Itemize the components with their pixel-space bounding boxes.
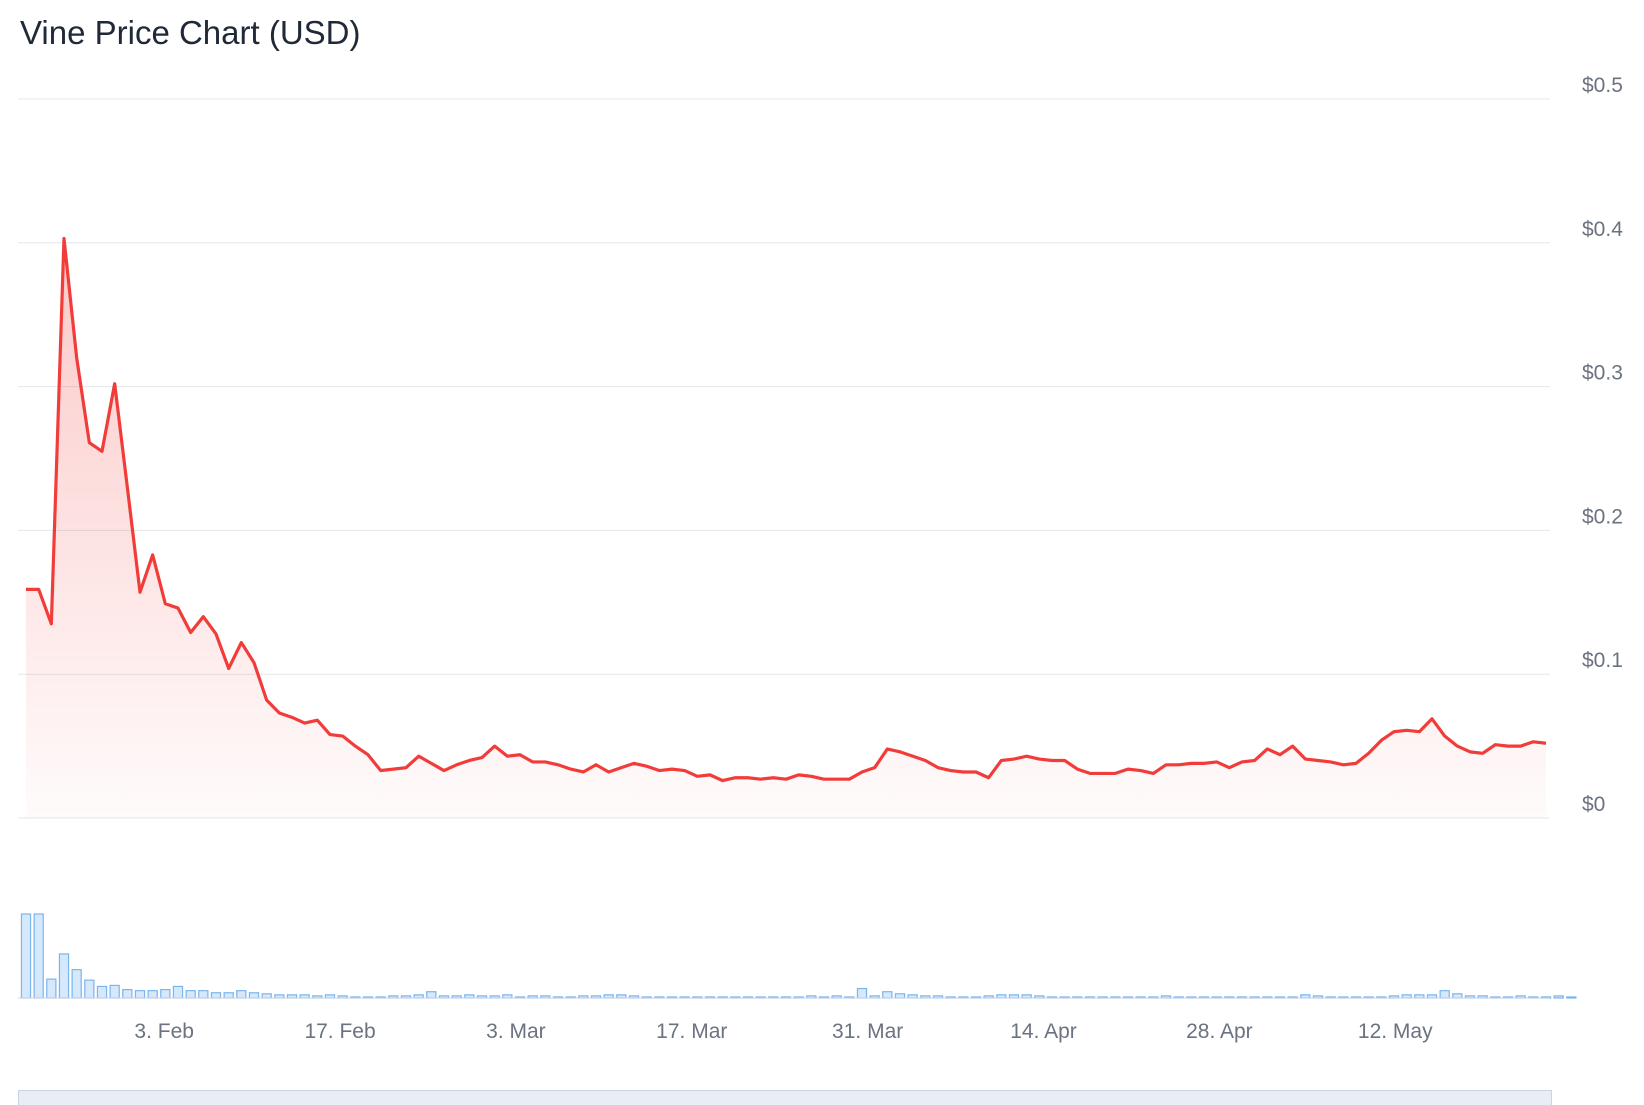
volume-bar xyxy=(198,990,209,999)
volume-bar xyxy=(261,993,272,999)
y-tick-label: $0.1 xyxy=(1582,649,1623,672)
volume-bar xyxy=(20,913,32,999)
x-tick-label: 28. Apr xyxy=(1186,1020,1253,1043)
y-tick-label: $0.4 xyxy=(1582,218,1623,241)
x-tick-label: 3. Mar xyxy=(486,1020,546,1043)
volume-bar xyxy=(160,988,171,999)
volume-bar xyxy=(33,913,44,999)
volume-bar xyxy=(134,990,146,999)
x-tick-label: 17. Feb xyxy=(304,1020,375,1043)
volume-bar xyxy=(856,987,868,999)
x-tick-label: 31. Mar xyxy=(832,1020,903,1043)
y-tick-label: $0.2 xyxy=(1582,505,1623,528)
y-tick-label: $0.3 xyxy=(1582,362,1623,385)
volume-bar xyxy=(210,992,222,999)
volume-bar xyxy=(71,969,82,999)
volume-bar xyxy=(1566,996,1577,999)
volume-bar xyxy=(894,993,906,999)
y-tick-label: $0 xyxy=(1582,793,1605,816)
range-navigator[interactable] xyxy=(18,1090,1552,1105)
volume-bar xyxy=(96,985,108,999)
volume-bar xyxy=(58,953,70,999)
volume-bar xyxy=(882,991,893,999)
volume-bar xyxy=(46,978,57,999)
volume-bar xyxy=(84,979,95,999)
volume-bar xyxy=(236,990,247,999)
y-tick-label: $0.5 xyxy=(1582,74,1623,97)
price-area xyxy=(26,238,1546,819)
volume-bar xyxy=(1439,990,1450,999)
x-tick-label: 14. Apr xyxy=(1010,1020,1077,1043)
volume-bar xyxy=(223,992,234,999)
x-tick-label: 17. Mar xyxy=(656,1020,727,1043)
volume-bar xyxy=(122,988,133,999)
volume-bar xyxy=(1452,993,1463,999)
volume-bar xyxy=(172,985,184,999)
volume-bar xyxy=(1553,995,1564,999)
volume-bar xyxy=(185,990,196,999)
volume-bar xyxy=(426,991,437,999)
price-line xyxy=(26,236,1547,783)
chart-title: Vine Price Chart (USD) xyxy=(20,14,361,51)
x-tick-label: 12. May xyxy=(1358,1020,1433,1043)
volume-bar xyxy=(248,992,260,999)
volume-bar xyxy=(147,990,158,999)
volume-bar xyxy=(109,984,120,999)
x-tick-label: 3. Feb xyxy=(134,1020,194,1043)
